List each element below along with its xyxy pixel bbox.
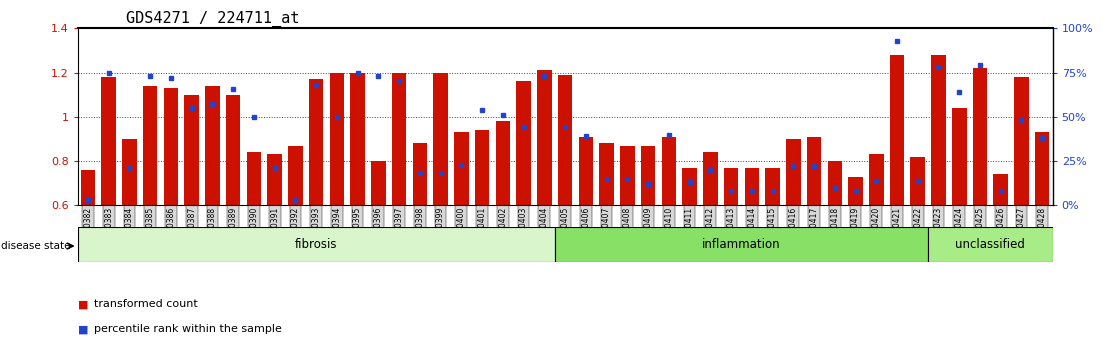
Bar	[78, 227, 555, 262]
Text: disease state: disease state	[1, 241, 71, 251]
Bar	[226, 95, 240, 205]
Bar	[143, 86, 157, 205]
Bar	[371, 161, 386, 205]
Bar	[849, 177, 863, 205]
Bar	[661, 137, 676, 205]
Bar	[994, 174, 1008, 205]
Text: unclassified: unclassified	[955, 238, 1025, 251]
Bar	[952, 108, 966, 205]
Text: percentile rank within the sample: percentile rank within the sample	[94, 324, 283, 334]
Bar	[267, 154, 281, 205]
Bar	[786, 139, 801, 205]
Bar	[288, 145, 302, 205]
Bar	[929, 227, 1053, 262]
Bar	[81, 170, 95, 205]
Bar	[433, 73, 448, 205]
Bar	[184, 95, 199, 205]
Bar	[931, 55, 946, 205]
Bar	[555, 227, 929, 262]
Bar	[724, 168, 738, 205]
Bar	[516, 81, 531, 205]
Text: fibrosis: fibrosis	[295, 238, 337, 251]
Bar	[557, 75, 573, 205]
Bar	[766, 168, 780, 205]
Bar	[329, 73, 345, 205]
Bar	[205, 86, 219, 205]
Bar	[454, 132, 469, 205]
Bar	[247, 152, 261, 205]
Bar	[392, 73, 407, 205]
Bar	[475, 130, 490, 205]
Bar	[122, 139, 136, 205]
Bar	[599, 143, 614, 205]
Bar	[350, 73, 365, 205]
Text: transformed count: transformed count	[94, 299, 198, 309]
Bar	[495, 121, 510, 205]
Bar	[911, 156, 925, 205]
Bar	[683, 168, 697, 205]
Bar	[164, 88, 178, 205]
Bar	[890, 55, 904, 205]
Bar	[973, 68, 987, 205]
Bar	[640, 145, 655, 205]
Text: ■: ■	[78, 324, 88, 334]
Bar	[869, 154, 883, 205]
Bar	[704, 152, 718, 205]
Bar	[828, 161, 842, 205]
Bar	[1014, 77, 1028, 205]
Bar	[745, 168, 759, 205]
Bar	[1035, 132, 1049, 205]
Text: inflammation: inflammation	[702, 238, 781, 251]
Text: ■: ■	[78, 299, 88, 309]
Bar	[578, 137, 593, 205]
Bar	[807, 137, 821, 205]
Bar	[412, 143, 427, 205]
Bar	[620, 145, 635, 205]
Bar	[537, 70, 552, 205]
Bar	[102, 77, 116, 205]
Bar	[309, 79, 324, 205]
Text: GDS4271 / 224711_at: GDS4271 / 224711_at	[126, 11, 299, 27]
